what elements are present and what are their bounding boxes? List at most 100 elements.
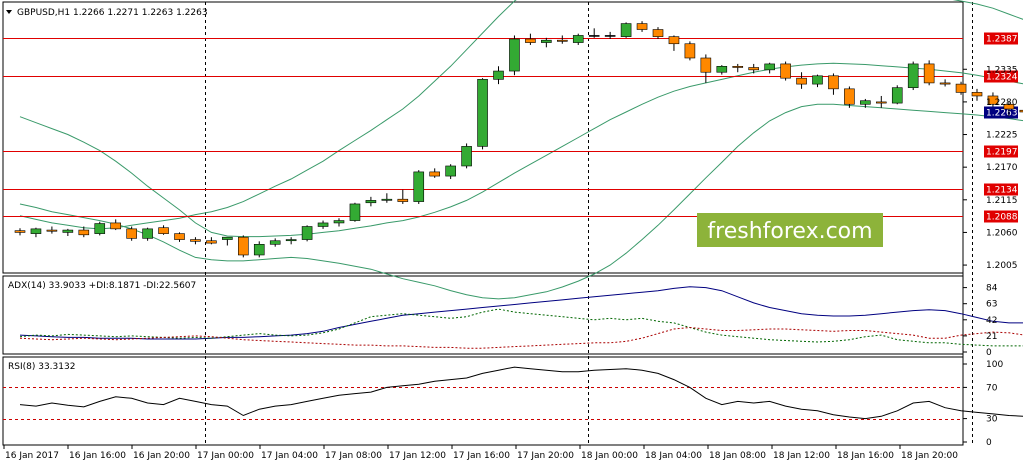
candle-25 — [413, 170, 425, 204]
candle-34 — [556, 35, 568, 44]
candle-61 — [987, 92, 999, 107]
adx-series-1 — [19, 308, 1023, 347]
candle-53 — [860, 98, 871, 108]
candle-52 — [844, 86, 855, 108]
adx-tick-4: 0 — [986, 348, 992, 358]
time-tick-10: 18 Jan 04:00 — [645, 451, 702, 461]
candle-43 — [700, 54, 712, 83]
candle-14 — [238, 235, 249, 258]
price-tick-0: 1.2335 — [986, 65, 1018, 75]
price-tick-5: 1.2060 — [986, 228, 1018, 238]
freshforex-logo: freshforex.com — [697, 213, 883, 247]
candle-21 — [349, 202, 361, 222]
day-separators — [205, 2, 973, 445]
candle-44 — [716, 65, 728, 75]
candle-51 — [828, 73, 839, 95]
candle-19 — [317, 220, 329, 229]
dropdown-triangle-icon[interactable] — [6, 10, 12, 14]
time-tick-5: 17 Jan 08:00 — [325, 451, 382, 461]
adx-tick-0: 84 — [986, 284, 998, 294]
candle-35 — [572, 33, 584, 45]
time-tick-9: 18 Jan 00:00 — [581, 451, 638, 461]
candle-6 — [110, 219, 121, 231]
time-tick-3: 17 Jan 00:00 — [197, 451, 254, 461]
candle-16 — [269, 238, 281, 247]
time-tick-6: 17 Jan 12:00 — [389, 451, 446, 461]
adx-axis: 84 63 42 21 0 — [963, 284, 998, 358]
level-tag-2 — [984, 145, 1018, 158]
candle-15 — [253, 241, 265, 258]
candle-38 — [620, 22, 632, 38]
candle-32 — [525, 33, 536, 45]
current-price-label: 1.2263 — [986, 109, 1018, 119]
candle-5 — [94, 221, 106, 236]
price-tick-4: 1.2115 — [986, 196, 1018, 206]
candle-10 — [174, 232, 185, 242]
candle-50 — [812, 74, 823, 88]
candle-9 — [158, 225, 169, 235]
rsi-tick-0: 100 — [986, 360, 1003, 370]
candle-31 — [509, 35, 520, 76]
adx-tick-2: 42 — [986, 316, 997, 326]
price-tick-1: 1.2280 — [986, 98, 1018, 108]
level-label-0: 1.2387 — [986, 35, 1018, 45]
rsi-line — [19, 366, 1023, 420]
bb-lower-line — [19, 103, 1023, 300]
candle-58 — [939, 79, 951, 87]
level-tag-1 — [984, 70, 1018, 83]
adx-title: ADX(14) 33.9033 +DI:8.1871 -DI:22.5607 — [8, 281, 196, 291]
time-tick-8: 17 Jan 20:00 — [517, 451, 574, 461]
candle-26 — [429, 168, 441, 178]
candle-11 — [190, 237, 201, 245]
logo-background — [697, 213, 883, 247]
adx-lines — [19, 286, 1023, 349]
time-tick-4: 17 Jan 04:00 — [261, 451, 318, 461]
candle-17 — [285, 237, 297, 245]
candle-59 — [955, 81, 967, 95]
bb-middle-line — [19, 62, 1023, 238]
time-tick-2: 16 Jan 20:00 — [133, 451, 190, 461]
candle-62 — [1003, 101, 1015, 117]
candle-27 — [445, 164, 456, 180]
candle-13 — [222, 236, 233, 246]
candle-18 — [301, 225, 313, 242]
candle-1 — [30, 227, 42, 238]
time-tick-13: 18 Jan 16:00 — [837, 451, 894, 461]
candle-37 — [604, 31, 616, 40]
candle-56 — [907, 61, 919, 91]
time-tick-12: 18 Jan 12:00 — [773, 451, 830, 461]
candles — [14, 21, 1023, 258]
candle-12 — [206, 237, 217, 245]
price-axis: 1.2335 1.2280 1.2225 1.2170 1.2115 1.2060 1.20… — [963, 65, 1018, 271]
rsi-axis: 100 70 30 0 — [963, 360, 1003, 448]
candle-23 — [381, 193, 393, 203]
rsi-tick-2: 30 — [986, 415, 998, 425]
level-label-4: 1.2088 — [986, 213, 1018, 223]
candle-47 — [764, 62, 775, 74]
rsi-tick-1: 70 — [986, 383, 998, 393]
candle-36 — [588, 28, 600, 38]
price-tick-6: 1.2005 — [986, 261, 1018, 271]
price-tick-2: 1.2225 — [986, 131, 1018, 141]
rsi-series-0 — [19, 366, 1023, 420]
level-label-3: 1.2134 — [986, 186, 1018, 196]
candle-29 — [477, 78, 488, 150]
level-label-1: 1.2324 — [986, 73, 1018, 83]
adx-tick-1: 63 — [986, 300, 997, 310]
bb-upper-line — [19, 0, 1023, 230]
candle-45 — [732, 63, 744, 73]
candle-28 — [461, 143, 472, 169]
rsi-levels — [3, 387, 963, 420]
time-tick-1: 16 Jan 16:00 — [69, 451, 126, 461]
adx-tick-3: 21 — [986, 332, 997, 342]
time-tick-14: 18 Jan 20:00 — [901, 451, 958, 461]
candle-42 — [684, 41, 696, 61]
candle-54 — [875, 95, 887, 108]
candle-46 — [748, 63, 760, 74]
level-tag-3 — [984, 183, 1018, 196]
candle-48 — [780, 61, 791, 81]
candle-22 — [365, 196, 377, 207]
logo-text: freshforex.com — [707, 219, 872, 244]
candle-24 — [397, 189, 409, 204]
